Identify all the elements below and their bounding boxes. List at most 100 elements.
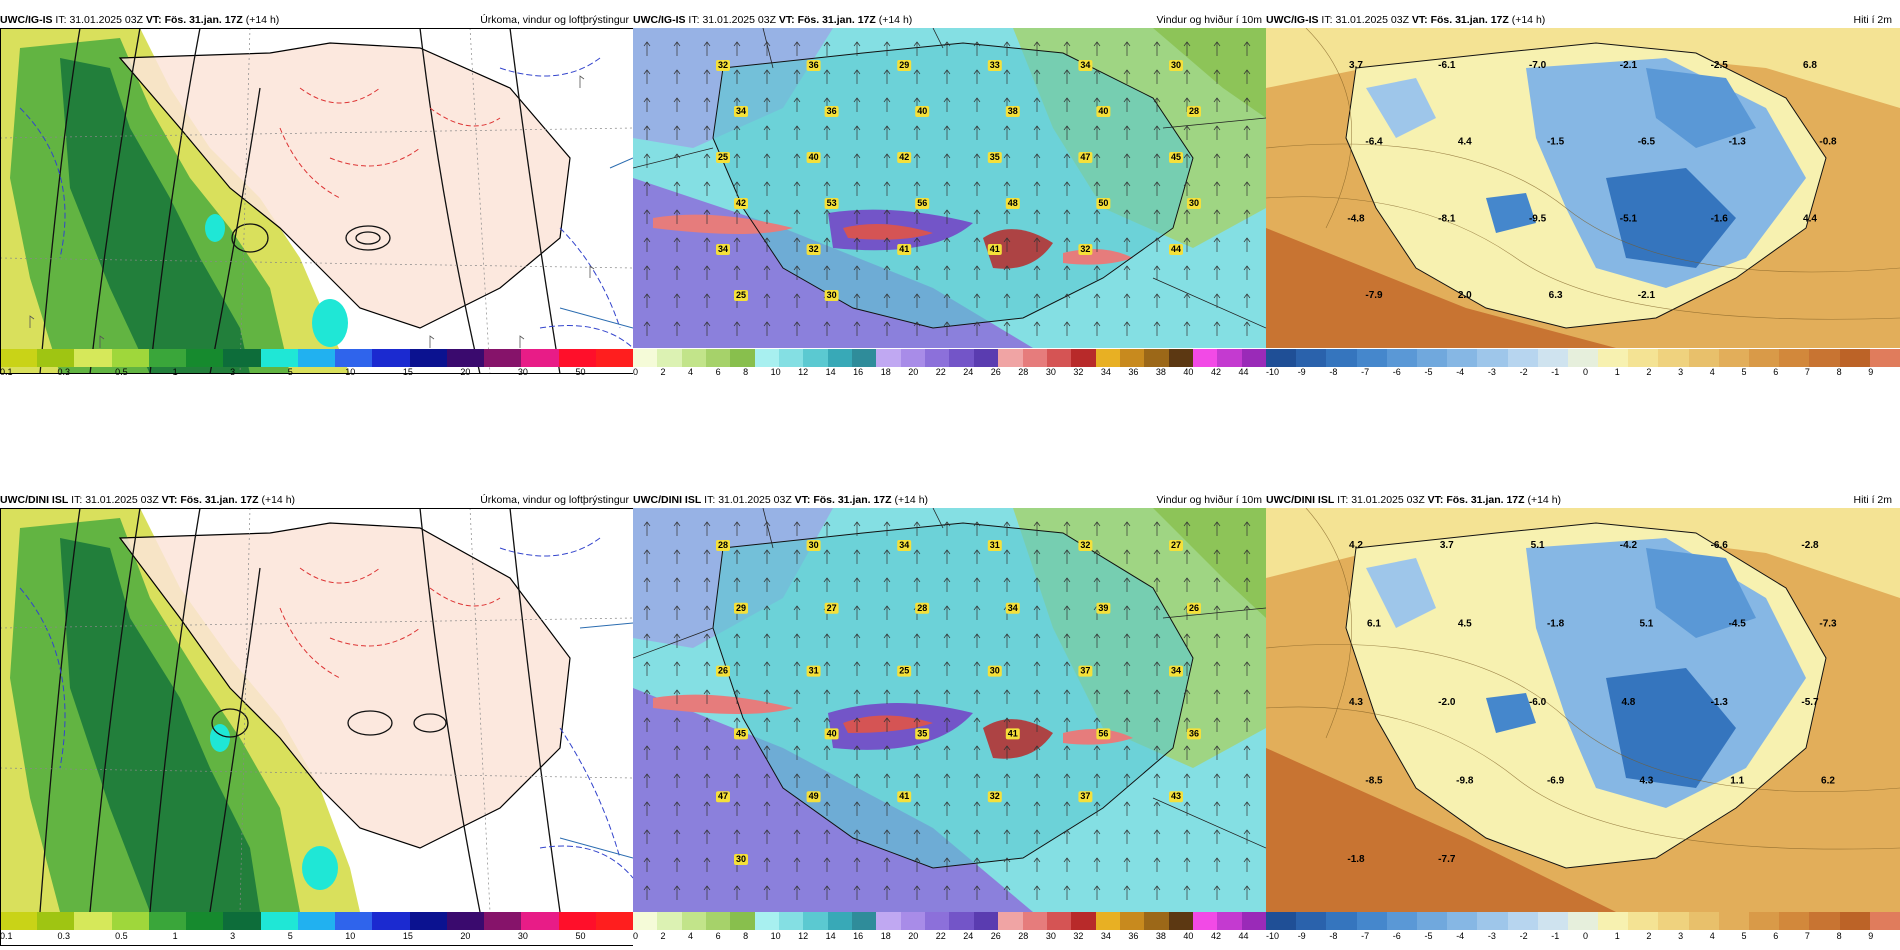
temperature-value-label: -5.7 bbox=[1801, 697, 1819, 708]
wind-arrow bbox=[1243, 293, 1251, 308]
wind-arrow bbox=[1213, 661, 1221, 676]
wind-arrow bbox=[1063, 69, 1071, 84]
wind-arrow bbox=[793, 521, 801, 536]
wind-arrow bbox=[703, 181, 711, 196]
wind-arrow bbox=[1213, 577, 1221, 592]
temperature-map[interactable]: 4.2 3.7 5.1 -4.2 -6.6 -2.8 6.1 4.5 -1.8 5.1 -4.5 -7… bbox=[1266, 508, 1900, 912]
lead-time: (+14 h) bbox=[1511, 14, 1546, 26]
wind-arrow bbox=[733, 661, 741, 676]
wind-arrow bbox=[1033, 265, 1041, 280]
panel-title: Vindur og hviður í 10m bbox=[1156, 494, 1262, 506]
wind-arrow bbox=[913, 549, 921, 564]
wind-arrow bbox=[1243, 605, 1251, 620]
wind-arrow bbox=[823, 41, 831, 56]
wind-arrow bbox=[973, 689, 981, 704]
colorbar-swatch bbox=[1809, 349, 1840, 367]
wind-arrow bbox=[913, 829, 921, 844]
wind-arrow bbox=[793, 237, 801, 252]
wind-arrow bbox=[853, 605, 861, 620]
wind-arrow bbox=[1123, 773, 1131, 788]
wind-arrow bbox=[1213, 97, 1221, 112]
wind-arrow bbox=[1063, 209, 1071, 224]
wind-arrow bbox=[1093, 237, 1101, 252]
gust-value-label: 25 bbox=[718, 152, 728, 162]
gust-value-label: 29 bbox=[736, 603, 746, 613]
colorbar-swatch bbox=[900, 349, 926, 367]
wind-arrow bbox=[823, 209, 831, 224]
wind-arrow bbox=[913, 265, 921, 280]
it-label: IT: bbox=[55, 14, 67, 26]
wind-arrow bbox=[673, 69, 681, 84]
colorbar-swatch bbox=[1266, 349, 1297, 367]
temperature-value-label: -4.8 bbox=[1347, 213, 1365, 224]
wind-map[interactable]: 32 36 29 33 34 30 34 36 40 38 40 28 25 40 42 35 47 45 42 53… bbox=[633, 28, 1266, 348]
wind-arrow bbox=[853, 153, 861, 168]
vt-label: VT: bbox=[145, 14, 162, 26]
wind-arrow bbox=[643, 857, 651, 872]
wind-arrow bbox=[1003, 181, 1011, 196]
wind-arrow bbox=[1123, 69, 1131, 84]
gust-value-label: 34 bbox=[1080, 60, 1090, 70]
precip-map[interactable] bbox=[0, 28, 633, 374]
colorbar-tick-label: 15 bbox=[402, 931, 413, 941]
wind-arrow bbox=[733, 265, 741, 280]
wind-arrow bbox=[973, 633, 981, 648]
panel-title: Vindur og hviður í 10m bbox=[1156, 14, 1262, 26]
gust-value-label: 45 bbox=[1171, 152, 1181, 162]
wind-arrow bbox=[703, 521, 711, 536]
wind-arrow bbox=[1213, 521, 1221, 536]
wind-arrow bbox=[1123, 293, 1131, 308]
wind-arrow bbox=[763, 237, 771, 252]
colorbar-swatch bbox=[1658, 912, 1689, 930]
wind-arrow bbox=[1033, 41, 1041, 56]
precip-map[interactable] bbox=[0, 508, 633, 912]
colorbar-tick-label: 40 bbox=[1183, 931, 1194, 941]
colorbar-tick-label: 14 bbox=[825, 931, 836, 941]
wind-arrow bbox=[1153, 265, 1161, 280]
wind-arrow bbox=[1033, 237, 1041, 252]
colorbar-tick-label: -6 bbox=[1392, 367, 1401, 377]
wind-arrow bbox=[733, 829, 741, 844]
wind-arrow bbox=[973, 717, 981, 732]
wind-arrow bbox=[943, 577, 951, 592]
panel-bottom-temp: UWC/DINI ISL IT: 31.01.2025 03Z VT: Fös.… bbox=[1266, 492, 1900, 946]
wind-arrow bbox=[763, 69, 771, 84]
temperature-value-label: 4.2 bbox=[1349, 540, 1363, 551]
wind-arrow bbox=[703, 689, 711, 704]
colorbar-swatch bbox=[1749, 349, 1780, 367]
temperature-value-label: -7.3 bbox=[1819, 619, 1837, 630]
wind-arrow bbox=[823, 857, 831, 872]
wind-arrow bbox=[883, 857, 891, 872]
colorbar-swatch bbox=[521, 349, 559, 367]
wind-arrow bbox=[1123, 689, 1131, 704]
temperature-value-label: -0.8 bbox=[1819, 137, 1837, 148]
colorbar-tick-label: 40 bbox=[1183, 367, 1194, 377]
wind-arrow bbox=[793, 885, 801, 900]
wind-arrow bbox=[853, 321, 861, 336]
wind-arrow bbox=[1123, 605, 1131, 620]
colorbar-swatch bbox=[1296, 349, 1327, 367]
temperature-value-label: 3.7 bbox=[1440, 540, 1454, 551]
wind-arrow bbox=[853, 521, 861, 536]
wind-arrow bbox=[943, 69, 951, 84]
colorbar-swatch bbox=[1718, 912, 1749, 930]
gust-value-label: 41 bbox=[990, 244, 1000, 254]
wind-arrow bbox=[943, 857, 951, 872]
wind-arrow bbox=[913, 801, 921, 816]
temperature-map[interactable]: 3.7 -6.1 -7.0 -2.1 -2.5 6.8 -6.4 4.4 -1.5 -6.5 -1.… bbox=[1266, 28, 1900, 348]
wind-arrow bbox=[943, 293, 951, 308]
wind-arrow bbox=[973, 293, 981, 308]
colorbar-swatch bbox=[446, 912, 485, 930]
gust-value-label: 36 bbox=[1189, 728, 1199, 738]
temperature-colorbar bbox=[1266, 912, 1900, 930]
wind-arrow bbox=[883, 885, 891, 900]
gust-value-label: 41 bbox=[899, 244, 909, 254]
wind-arrow bbox=[1063, 773, 1071, 788]
gust-value-label: 28 bbox=[917, 603, 927, 613]
colorbar-swatch bbox=[1192, 349, 1218, 367]
colorbar-swatch bbox=[633, 912, 658, 930]
wind-arrow bbox=[943, 521, 951, 536]
wind-arrow bbox=[1153, 181, 1161, 196]
wind-map[interactable]: 28 30 34 31 32 27 29 27 28 34 39 26 26 31 25 30 37 34 45 40… bbox=[633, 508, 1266, 912]
wind-arrow bbox=[1153, 41, 1161, 56]
